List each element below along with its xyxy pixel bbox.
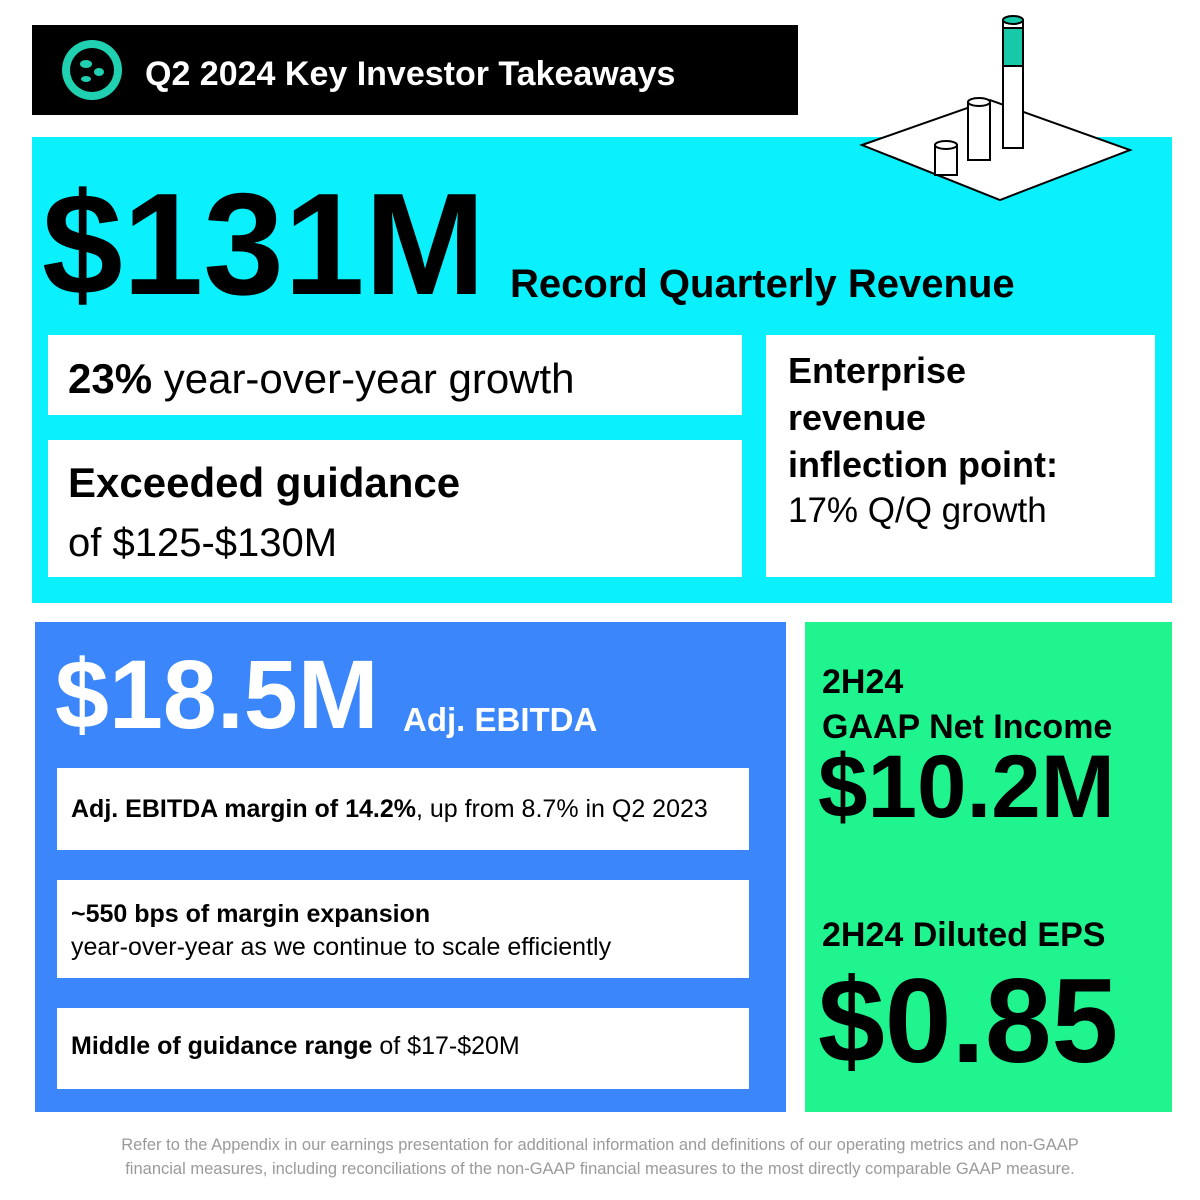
- net-income-period: 2H24: [822, 663, 903, 701]
- point-box: [57, 880, 749, 978]
- logo: [62, 40, 122, 100]
- growth-text: 23% year-over-year growth: [68, 355, 575, 402]
- point-box: [57, 768, 749, 850]
- eps-label: 2H24 Diluted EPS: [822, 916, 1105, 954]
- point-box: [57, 1008, 749, 1089]
- ebitda-label: Adj. EBITDA: [403, 701, 597, 738]
- growth-bold: 23%: [68, 355, 152, 402]
- footer-line: financial measures, including reconcilia…: [125, 1160, 1075, 1178]
- enterprise-title: Enterprise: [788, 350, 966, 391]
- point-text: Adj. EBITDA margin of 14.2%, up from 8.7…: [71, 795, 708, 823]
- guidance-text: of $125-$130M: [68, 521, 337, 565]
- guidance-box: [48, 440, 742, 577]
- guidance-title: Exceeded guidance: [68, 459, 460, 506]
- net-income-label: GAAP Net Income: [822, 708, 1112, 746]
- point-rest: of $17-$20M: [372, 1032, 519, 1060]
- enterprise-box: [766, 335, 1155, 577]
- growth-rest: year-over-year growth: [152, 355, 574, 402]
- growth-box: [48, 335, 742, 415]
- revenue-amount: $131M: [42, 163, 485, 325]
- point-text: Middle of guidance range of $17-$20M: [71, 1032, 520, 1060]
- point-rest: , up from 8.7% in Q2 2023: [416, 795, 708, 823]
- header-title: Q2 2024 Key Investor Takeaways: [145, 55, 675, 93]
- point-bold: ~550 bps of margin expansion: [71, 900, 430, 928]
- eps-amount: $0.85: [818, 954, 1118, 1088]
- net-income-amount: $10.2M: [818, 736, 1115, 836]
- enterprise-title: inflection point:: [788, 444, 1058, 485]
- header-bar: [32, 25, 798, 115]
- illustration: [859, 15, 1133, 202]
- revenue-label: Record Quarterly Revenue: [510, 262, 1015, 306]
- enterprise-text: 17% Q/Q growth: [788, 491, 1047, 530]
- point-bold: Adj. EBITDA margin of 14.2%: [71, 795, 416, 823]
- point-bold: Middle of guidance range: [71, 1032, 373, 1060]
- footer-line: Refer to the Appendix in our earnings pr…: [121, 1136, 1079, 1154]
- ebitda-amount: $18.5M: [55, 640, 379, 749]
- net-income-panel: [805, 622, 1172, 1112]
- point-rest: year-over-year as we continue to scale e…: [71, 933, 612, 961]
- enterprise-title: revenue: [788, 397, 926, 438]
